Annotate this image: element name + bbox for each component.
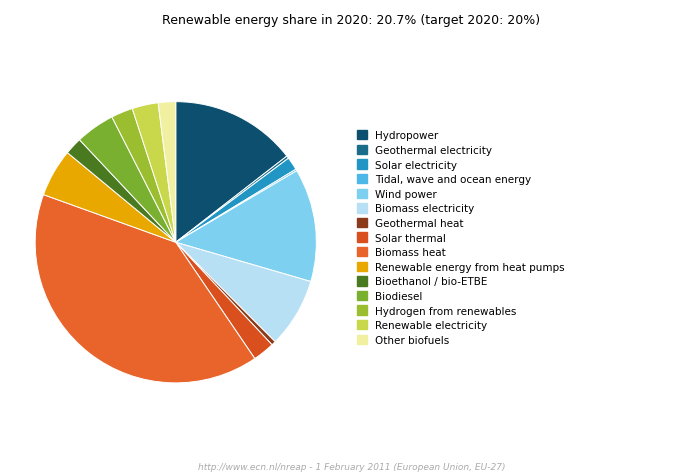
Wedge shape — [176, 157, 289, 243]
Wedge shape — [176, 170, 297, 243]
Wedge shape — [158, 102, 176, 243]
Wedge shape — [112, 109, 176, 243]
Wedge shape — [80, 118, 176, 243]
Wedge shape — [176, 171, 316, 282]
Legend: Hydropower, Geothermal electricity, Solar electricity, Tidal, wave and ocean ene: Hydropower, Geothermal electricity, Sola… — [354, 128, 569, 348]
Wedge shape — [35, 195, 255, 383]
Wedge shape — [68, 140, 176, 243]
Wedge shape — [43, 153, 176, 243]
Wedge shape — [132, 104, 176, 243]
Wedge shape — [176, 159, 296, 243]
Wedge shape — [176, 102, 287, 243]
Wedge shape — [176, 243, 311, 342]
Text: Renewable energy share in 2020: 20.7% (target 2020: 20%): Renewable energy share in 2020: 20.7% (t… — [162, 14, 541, 27]
Wedge shape — [176, 243, 275, 345]
Wedge shape — [176, 243, 272, 359]
Text: http://www.ecn.nl/nreap - 1 February 2011 (European Union, EU-27): http://www.ecn.nl/nreap - 1 February 201… — [198, 462, 505, 471]
